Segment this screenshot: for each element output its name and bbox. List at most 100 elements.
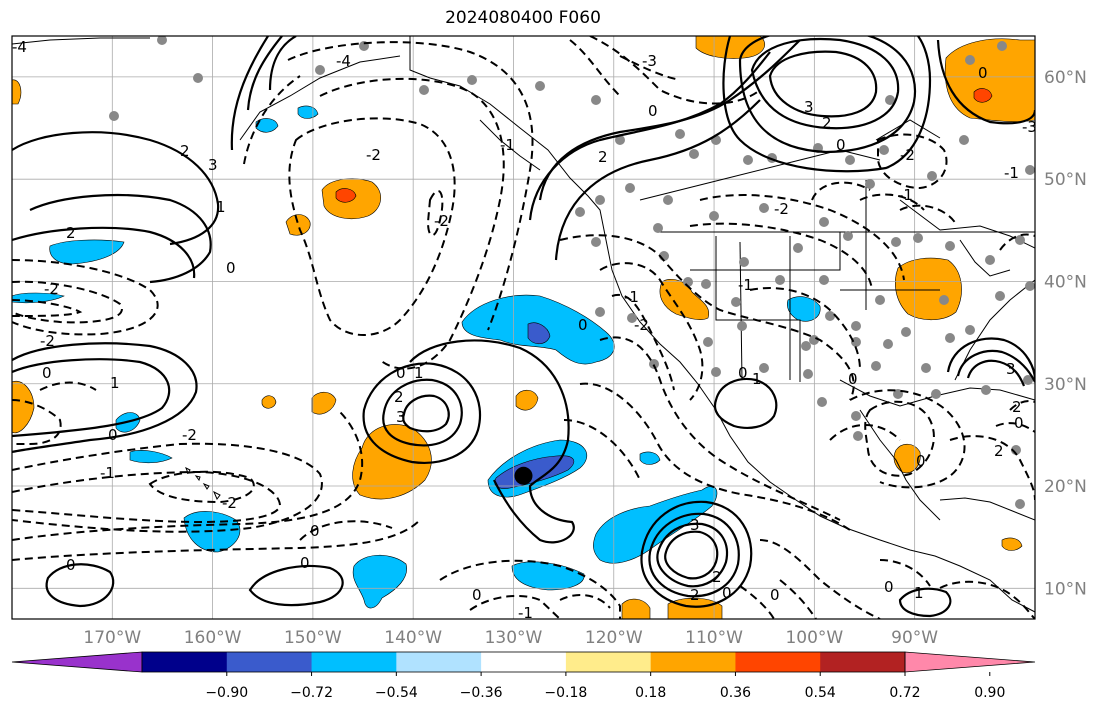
map-title: 2024080400 F060 [445,8,601,28]
lon-tick-label: 100°W [785,628,843,648]
contour-label: -2 [44,280,59,298]
contour-label: 1 [914,584,924,602]
contour-labels: 2 0 3 2 1 -2 -2 0 1 0 -1 -2 -2 0 0 0 0 1… [12,38,1037,622]
colorbar-outline [141,651,906,673]
contour-label: 0 [1014,414,1024,432]
colorbar-tick-label: 0.36 [720,685,751,701]
gridlines [12,36,1035,619]
coastlines [12,36,1035,613]
contour-label: 2 [598,148,608,166]
contour-label: -2 [222,494,237,512]
colorbar-tick-label: 0.54 [805,685,836,701]
contour-label: -1 [1004,164,1019,182]
contour-label: 0 [472,586,482,604]
contour-label: 0 [648,102,658,120]
contour-label: 0 [916,452,926,470]
colorbar-segment [311,652,397,672]
contour-label: 0 [226,259,236,277]
lat-tick-label: 50°N [1044,170,1087,190]
contour-label: 2 [180,142,190,160]
lon-tick-label: 150°W [284,628,342,648]
contour-label: -2 [182,426,197,444]
map-area[interactable]: 2 0 3 2 1 -2 -2 0 1 0 -1 -2 -2 0 0 0 0 1… [12,29,1037,622]
contour-label: -2 [634,316,649,334]
colorbar-tick-label: −0.90 [205,685,248,701]
lon-tick-label: 170°W [83,628,141,648]
lon-tick-label: 160°W [184,628,242,648]
contour-label: -1 [898,186,913,204]
colorbar-tick-label: −0.72 [290,685,333,701]
colorbar-segment [142,652,228,672]
contour-label: 0 [300,554,310,572]
contour-label: 3 [1006,360,1016,378]
station-dots [109,36,1035,509]
contour-label: 2 [1012,398,1022,416]
contour-label: -2 [434,212,449,230]
lon-tick-label: 110°W [685,628,743,648]
colorbar-extend-low [11,651,143,673]
storm-center-marker [514,466,533,485]
contour-label: 3 [804,98,814,116]
contour-label: 0 [770,586,780,604]
contour-label: 2 [394,388,404,406]
contour-label: 1 [216,198,226,216]
contour-label: 0 [310,522,320,540]
colorbar-segment [565,652,652,672]
contour-label: 1 [414,364,424,382]
colorbar-segment [735,652,821,672]
contour-label: -1 [738,276,753,294]
contour-label: -1 [624,288,639,306]
contour-label: -2 [900,146,915,164]
colorbar-extend-high [904,651,1036,673]
lat-tick-label: 30°N [1044,375,1087,395]
contour-label: -3 [1022,118,1037,136]
contour-label: 0 [836,136,846,154]
contour-label: -2 [366,146,381,164]
contour-label: -2 [774,200,789,218]
negative-contours [12,36,1035,619]
lon-tick-label: 140°W [384,628,442,648]
colorbar-segment [820,652,906,672]
colorbar-tick-label: 0.72 [889,685,920,701]
contour-label: 3 [690,516,700,534]
shaded-anomaly-regions [12,36,1035,619]
latitude-labels: 10°N 20°N 30°N 40°N 50°N 60°N [1044,68,1087,599]
contour-label: 2 [822,114,832,132]
longitude-labels: 170°W 160°W 150°W 140°W 130°W 120°W 110°W 100°W… [83,628,938,648]
lon-tick-label: 130°W [485,628,543,648]
contour-label: 0 [396,364,406,382]
lon-tick-label: 90°W [891,628,938,648]
contour-label: 1 [752,370,762,388]
lon-tick-label: 120°W [585,628,643,648]
contour-label: -2 [40,332,55,350]
contour-label: 0 [578,316,588,334]
colorbar-tick-label: −0.54 [375,685,418,701]
contour-label: 0 [722,584,732,602]
colorbar-tick-label: −0.18 [544,685,587,701]
contour-label: -1 [500,136,515,154]
contour-label: 0 [884,578,894,596]
colorbar: −0.90 −0.72 −0.54 −0.36 −0.18 0.18 0.36 0.54 0.7… [11,651,1036,701]
contour-label: 3 [208,156,218,174]
lat-tick-label: 40°N [1044,272,1087,292]
colorbar-segment [481,652,567,672]
contour-label: -3 [642,52,657,70]
contour-label: 1 [110,374,120,392]
contour-label: -1 [100,464,115,482]
contour-label: 0 [978,64,988,82]
lat-tick-label: 20°N [1044,477,1087,497]
contour-label: 0 [66,556,76,574]
lat-tick-label: 60°N [1044,68,1087,88]
colorbar-segment [226,652,313,672]
contour-label: -1 [518,604,533,622]
contour-label: -4 [12,38,27,56]
contour-label: 0 [738,364,748,382]
lat-tick-label: 10°N [1044,579,1087,599]
contour-label: 0 [108,426,118,444]
colorbar-segment [650,652,736,672]
map-frame [11,35,1036,620]
contour-label: 3 [396,408,406,426]
contour-label: 2 [712,568,722,586]
colorbar-segment [396,652,482,672]
contour-label: -4 [336,52,351,70]
